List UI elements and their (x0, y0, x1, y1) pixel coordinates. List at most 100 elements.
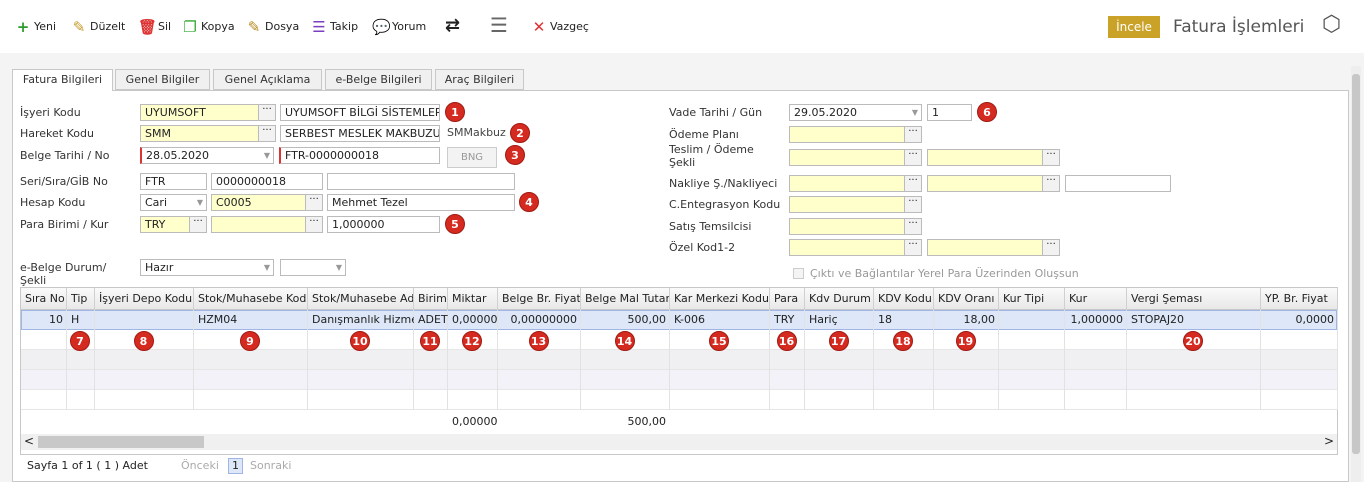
grid-cell[interactable]: 500,00 (627, 313, 667, 326)
toolbar-button[interactable]: + Yeni (14, 17, 56, 37)
lookup-button[interactable]: ··· (904, 219, 921, 234)
lookup-button[interactable]: ··· (305, 195, 322, 210)
tab[interactable]: e-Belge Bilgileri (325, 69, 432, 90)
column-header[interactable]: Stok/Muhasebe Kodu (194, 288, 308, 310)
lookup-button[interactable]: ··· (904, 127, 921, 142)
input-field[interactable]: ··· (789, 175, 922, 192)
input-field[interactable]: ··· (789, 149, 922, 166)
cube-icon[interactable]: ⬡ (1322, 12, 1342, 37)
input-field[interactable]: ··· (789, 196, 922, 213)
lookup-button[interactable]: ··· (1042, 240, 1059, 255)
input-field[interactable]: 1 (927, 104, 972, 121)
column-header[interactable]: Birim (414, 288, 448, 310)
lookup-button[interactable]: ··· (904, 150, 921, 165)
input-field[interactable]: ▼ (280, 259, 346, 276)
input-field[interactable]: C0005 ··· (211, 194, 323, 211)
input-field[interactable]: Mehmet Tezel (327, 194, 515, 211)
column-header[interactable]: Vergi Şeması (1127, 288, 1261, 310)
input-field[interactable]: 1,000000 (327, 216, 440, 233)
toolbar-button[interactable]: ✕ Vazgeç (530, 17, 589, 37)
grid-cell[interactable]: 18 (878, 313, 892, 326)
lookup-button[interactable]: ··· (904, 176, 921, 191)
column-header[interactable]: Belge Br. Fiyat (498, 288, 581, 310)
grid-cell[interactable]: 0,00000000 (510, 313, 577, 326)
column-header[interactable]: Kar Merkezi Kodu (670, 288, 770, 310)
lookup-button[interactable]: ··· (189, 217, 206, 232)
input-field[interactable]: Hazır ▼ (140, 259, 274, 276)
dropdown-arrow[interactable]: ▼ (911, 108, 918, 117)
toolbar-button[interactable]: ✎ Dosya (245, 17, 299, 37)
grid-row[interactable] (21, 390, 1337, 410)
column-header[interactable]: KDV Oranı (934, 288, 999, 310)
grid-row[interactable] (21, 350, 1337, 370)
input-field[interactable]: ··· (927, 175, 1060, 192)
scroll-right[interactable]: > (1324, 434, 1335, 448)
input-field[interactable]: FTR (140, 173, 207, 190)
grid-cell[interactable]: 10 (49, 313, 63, 326)
tab[interactable]: Genel Bilgiler (115, 69, 210, 90)
column-header[interactable]: İşyeri Depo Kodu (95, 288, 194, 310)
grid-cell[interactable]: K-006 (674, 313, 706, 326)
input-field[interactable]: ··· (789, 126, 922, 143)
input-field[interactable]: UYUMSOFT BİLGİ SİSTEMLERİ (280, 104, 440, 121)
dropdown-arrow[interactable]: ▼ (196, 198, 203, 207)
pager-prev[interactable]: Önceki (181, 459, 219, 472)
column-header[interactable]: Kur Tipi (999, 288, 1065, 310)
pager-page[interactable]: 1 (228, 458, 243, 474)
grid-cell[interactable] (999, 310, 1065, 330)
lookup-button[interactable]: ··· (258, 126, 275, 141)
column-header[interactable]: Belge Mal Tutarı (581, 288, 670, 310)
input-field[interactable]: Cari ▼ (140, 194, 207, 211)
dropdown-arrow[interactable]: ▼ (263, 151, 270, 160)
h-scroll-thumb[interactable] (38, 436, 204, 448)
scroll-left[interactable]: < (24, 434, 35, 448)
tab[interactable]: Araç Bilgileri (435, 69, 524, 90)
grid-cell[interactable] (95, 310, 194, 330)
grid-cell[interactable]: ADET (418, 313, 448, 326)
input-field[interactable]: 0000000018 (211, 173, 323, 190)
pager-next[interactable]: Sonraki (250, 459, 292, 472)
lookup-button[interactable]: ··· (904, 240, 921, 255)
badge[interactable]: İncele (1108, 16, 1160, 38)
lookup-button[interactable]: ··· (258, 105, 275, 120)
column-header[interactable]: Kur (1065, 288, 1127, 310)
grid-cell[interactable]: H (71, 313, 80, 326)
grid-cell[interactable]: 0,00000 (452, 313, 498, 326)
grid-cell[interactable]: 18,00 (963, 313, 996, 326)
menu-icon[interactable]: ☰ (490, 13, 508, 37)
toolbar-button[interactable]: ❐ Kopya (181, 17, 234, 37)
input-field[interactable]: ··· (927, 149, 1060, 166)
tab[interactable]: Fatura Bilgileri (12, 69, 113, 91)
input-field[interactable] (327, 173, 515, 190)
input-field[interactable]: UYUMSOFT ··· (140, 104, 276, 121)
grid-cell[interactable]: HZM04 (198, 313, 238, 326)
swap-icon[interactable]: ⇄ (445, 15, 461, 36)
column-header[interactable]: Tip (67, 288, 95, 310)
input-field[interactable]: 28.05.2020 ▼ (140, 147, 274, 164)
grid-cell[interactable]: Danışmanlık Hizmeti (312, 313, 414, 326)
input-field[interactable]: SERBEST MESLEK MAKBUZU (280, 125, 440, 142)
grid-row[interactable] (21, 330, 1337, 350)
tab[interactable]: Genel Açıklama (213, 69, 322, 90)
toolbar-button[interactable]: ☰ Takip (310, 17, 358, 37)
column-header[interactable]: KDV Kodu (874, 288, 934, 310)
lookup-button[interactable]: ··· (1042, 176, 1059, 191)
grid-row[interactable] (21, 310, 1337, 330)
toolbar-button[interactable]: ✎ Düzelt (70, 17, 126, 37)
input-field[interactable]: ··· (927, 239, 1060, 256)
input-field[interactable]: TRY ··· (140, 216, 207, 233)
grid-row[interactable] (21, 370, 1337, 390)
lookup-button[interactable]: ··· (1042, 150, 1059, 165)
column-header[interactable]: Miktar (448, 288, 498, 310)
toolbar-button[interactable]: 💬 Yorum (372, 17, 426, 37)
input-field[interactable] (1065, 175, 1171, 192)
toolbar-button[interactable]: 🗑 Sil (138, 17, 171, 37)
grid-cell[interactable]: STOPAJ20 (1131, 313, 1185, 326)
input-field[interactable]: ··· (789, 218, 922, 235)
column-header[interactable]: Stok/Muhasebe Adı (308, 288, 414, 310)
grid-cell[interactable]: 1,000000 (1070, 313, 1124, 326)
input-field[interactable]: SMM ··· (140, 125, 276, 142)
checkbox[interactable] (793, 268, 804, 279)
grid-cell[interactable]: 0,0000 (1295, 313, 1335, 326)
column-header[interactable]: Kdv Durum (805, 288, 874, 310)
